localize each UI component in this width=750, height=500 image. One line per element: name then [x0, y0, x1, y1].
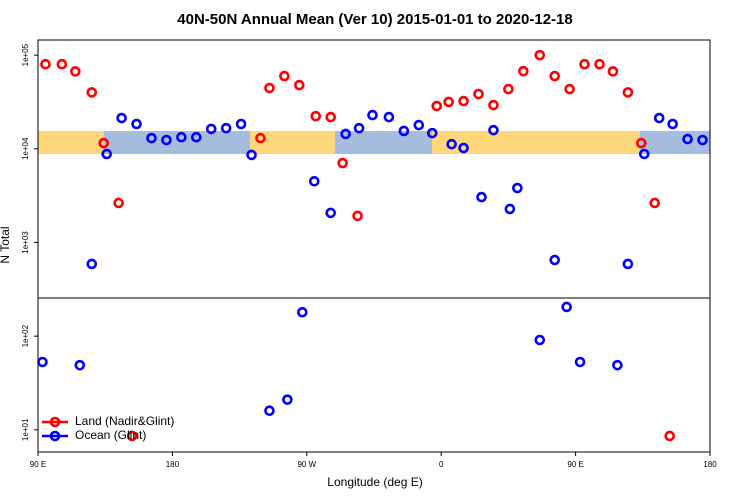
point — [367, 109, 378, 121]
point — [86, 87, 98, 98]
point — [325, 207, 336, 219]
point — [101, 148, 112, 160]
point — [383, 111, 395, 123]
x-tick-label: 180 — [166, 460, 180, 469]
point — [504, 203, 516, 215]
point — [446, 138, 457, 150]
point — [398, 125, 410, 137]
point — [279, 70, 290, 82]
point — [476, 191, 487, 203]
point — [512, 182, 523, 194]
x-axis-label: Longitude (deg E) — [327, 475, 422, 489]
y-tick-label: 1e+05 — [21, 43, 30, 66]
point — [443, 96, 454, 108]
point — [697, 134, 708, 146]
point — [426, 127, 438, 139]
x-tick-label: 180 — [703, 460, 717, 469]
point — [473, 88, 484, 100]
point — [264, 82, 275, 94]
point — [653, 112, 665, 124]
point — [458, 95, 469, 107]
point — [113, 197, 124, 209]
point — [176, 131, 187, 143]
point — [458, 142, 469, 154]
point — [205, 123, 217, 135]
point — [607, 66, 619, 77]
point — [353, 122, 365, 134]
point — [126, 430, 138, 442]
point — [638, 148, 650, 160]
point — [612, 359, 623, 371]
x-tick-label: 90 W — [297, 460, 316, 469]
point — [488, 99, 499, 111]
legend-label: Land (Nadir&Glint) — [75, 414, 174, 428]
point — [86, 258, 98, 270]
y-axis-label: N Total — [0, 226, 12, 263]
chart-title: 40N-50N Annual Mean (Ver 10) 2015-01-01 … — [177, 11, 572, 28]
point — [518, 65, 529, 77]
point — [282, 394, 293, 405]
point — [116, 112, 127, 124]
point — [310, 110, 322, 122]
point — [56, 58, 68, 70]
point — [649, 197, 661, 209]
point — [325, 111, 336, 123]
point — [297, 306, 308, 318]
x-tick-label: 90 E — [567, 460, 583, 469]
y-tick-label: 1e+01 — [21, 418, 30, 441]
map-band — [38, 131, 710, 154]
legend-label: Ocean (Glint) — [75, 428, 146, 442]
x-tick-label: 90 E — [30, 460, 46, 469]
point — [636, 137, 647, 149]
legend-marker — [49, 430, 61, 442]
point — [534, 334, 546, 346]
point — [574, 356, 586, 368]
point — [594, 58, 605, 70]
point — [235, 118, 247, 130]
point — [40, 58, 51, 70]
point — [220, 122, 232, 134]
point — [579, 58, 590, 70]
point — [622, 87, 634, 98]
point — [294, 79, 305, 91]
y-tick-label: 1e+04 — [21, 137, 30, 160]
point — [337, 157, 348, 169]
point — [190, 131, 202, 143]
point — [70, 66, 81, 77]
point — [488, 124, 499, 136]
point — [561, 301, 572, 313]
point — [431, 100, 443, 112]
point — [255, 132, 266, 144]
point — [98, 137, 110, 149]
point — [549, 254, 560, 266]
point — [503, 83, 514, 95]
point — [37, 356, 48, 368]
point — [161, 134, 172, 146]
point — [682, 133, 693, 145]
legend-marker — [49, 416, 61, 428]
point — [622, 258, 634, 270]
point — [146, 132, 157, 144]
point — [246, 149, 257, 161]
y-tick-label: 1e+02 — [21, 324, 30, 347]
point — [340, 128, 351, 140]
point — [667, 118, 678, 130]
point — [308, 175, 320, 187]
point — [664, 430, 675, 442]
point — [74, 359, 86, 371]
point — [413, 119, 425, 131]
point — [564, 83, 575, 95]
point — [534, 49, 546, 61]
point — [264, 405, 275, 417]
point — [131, 118, 142, 130]
point — [352, 210, 363, 222]
y-tick-label: 1e+03 — [21, 231, 30, 254]
point — [549, 70, 560, 82]
x-tick-label: 0 — [439, 460, 444, 469]
plot-frame — [37, 39, 711, 453]
